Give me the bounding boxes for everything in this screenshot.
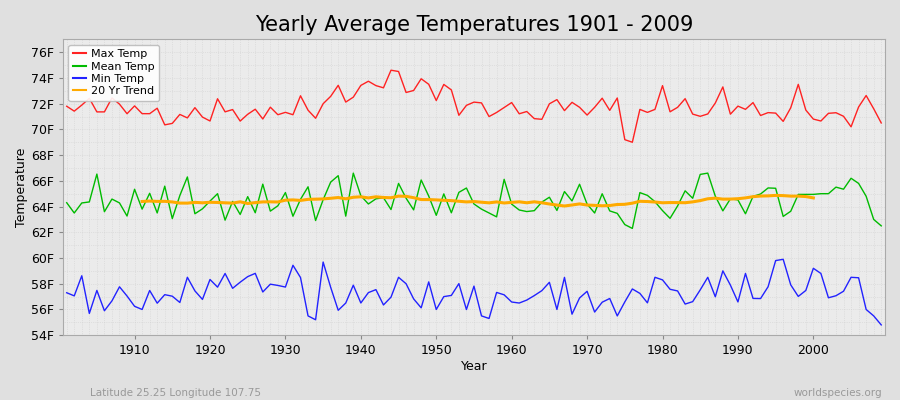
Max Temp: [333, 83, 344, 88]
Line: Max Temp: Max Temp: [67, 70, 881, 142]
20 Yr Trend: [808, 196, 819, 200]
Mean Temp: [507, 202, 517, 206]
Line: Min Temp: Min Temp: [67, 259, 881, 325]
Max Temp: [507, 100, 517, 105]
Max Temp: [514, 111, 525, 116]
Min Temp: [333, 308, 344, 313]
Max Temp: [876, 120, 886, 125]
Max Temp: [288, 112, 299, 117]
20 Yr Trend: [340, 196, 351, 201]
Mean Temp: [604, 208, 615, 213]
Max Temp: [61, 104, 72, 109]
Mean Temp: [288, 214, 299, 219]
20 Yr Trend: [137, 199, 148, 204]
Min Temp: [597, 300, 608, 305]
Mean Temp: [333, 173, 344, 178]
Max Temp: [627, 140, 638, 145]
Y-axis label: Temperature: Temperature: [15, 148, 28, 227]
Max Temp: [385, 68, 396, 73]
Min Temp: [288, 263, 299, 268]
Min Temp: [876, 322, 886, 327]
20 Yr Trend: [717, 197, 728, 202]
Line: 20 Yr Trend: 20 Yr Trend: [142, 196, 814, 206]
X-axis label: Year: Year: [461, 360, 487, 373]
Mean Temp: [122, 214, 132, 218]
Mean Temp: [876, 224, 886, 228]
Legend: Max Temp, Mean Temp, Min Temp, 20 Yr Trend: Max Temp, Mean Temp, Min Temp, 20 Yr Tre…: [68, 45, 158, 101]
Max Temp: [604, 108, 615, 113]
Mean Temp: [348, 171, 359, 176]
Line: Mean Temp: Mean Temp: [67, 173, 881, 228]
Min Temp: [507, 300, 517, 304]
20 Yr Trend: [559, 204, 570, 208]
Min Temp: [499, 292, 509, 297]
Mean Temp: [61, 200, 72, 205]
20 Yr Trend: [227, 201, 238, 206]
Title: Yearly Average Temperatures 1901 - 2009: Yearly Average Temperatures 1901 - 2009: [255, 15, 693, 35]
Mean Temp: [514, 208, 525, 212]
Min Temp: [778, 257, 788, 262]
Min Temp: [122, 294, 132, 298]
Min Temp: [61, 290, 72, 295]
Max Temp: [122, 111, 132, 116]
Mean Temp: [627, 226, 638, 231]
Text: worldspecies.org: worldspecies.org: [794, 388, 882, 398]
20 Yr Trend: [793, 194, 804, 198]
20 Yr Trend: [770, 193, 781, 198]
Text: Latitude 25.25 Longitude 107.75: Latitude 25.25 Longitude 107.75: [90, 388, 261, 398]
20 Yr Trend: [612, 202, 623, 207]
20 Yr Trend: [702, 196, 713, 201]
